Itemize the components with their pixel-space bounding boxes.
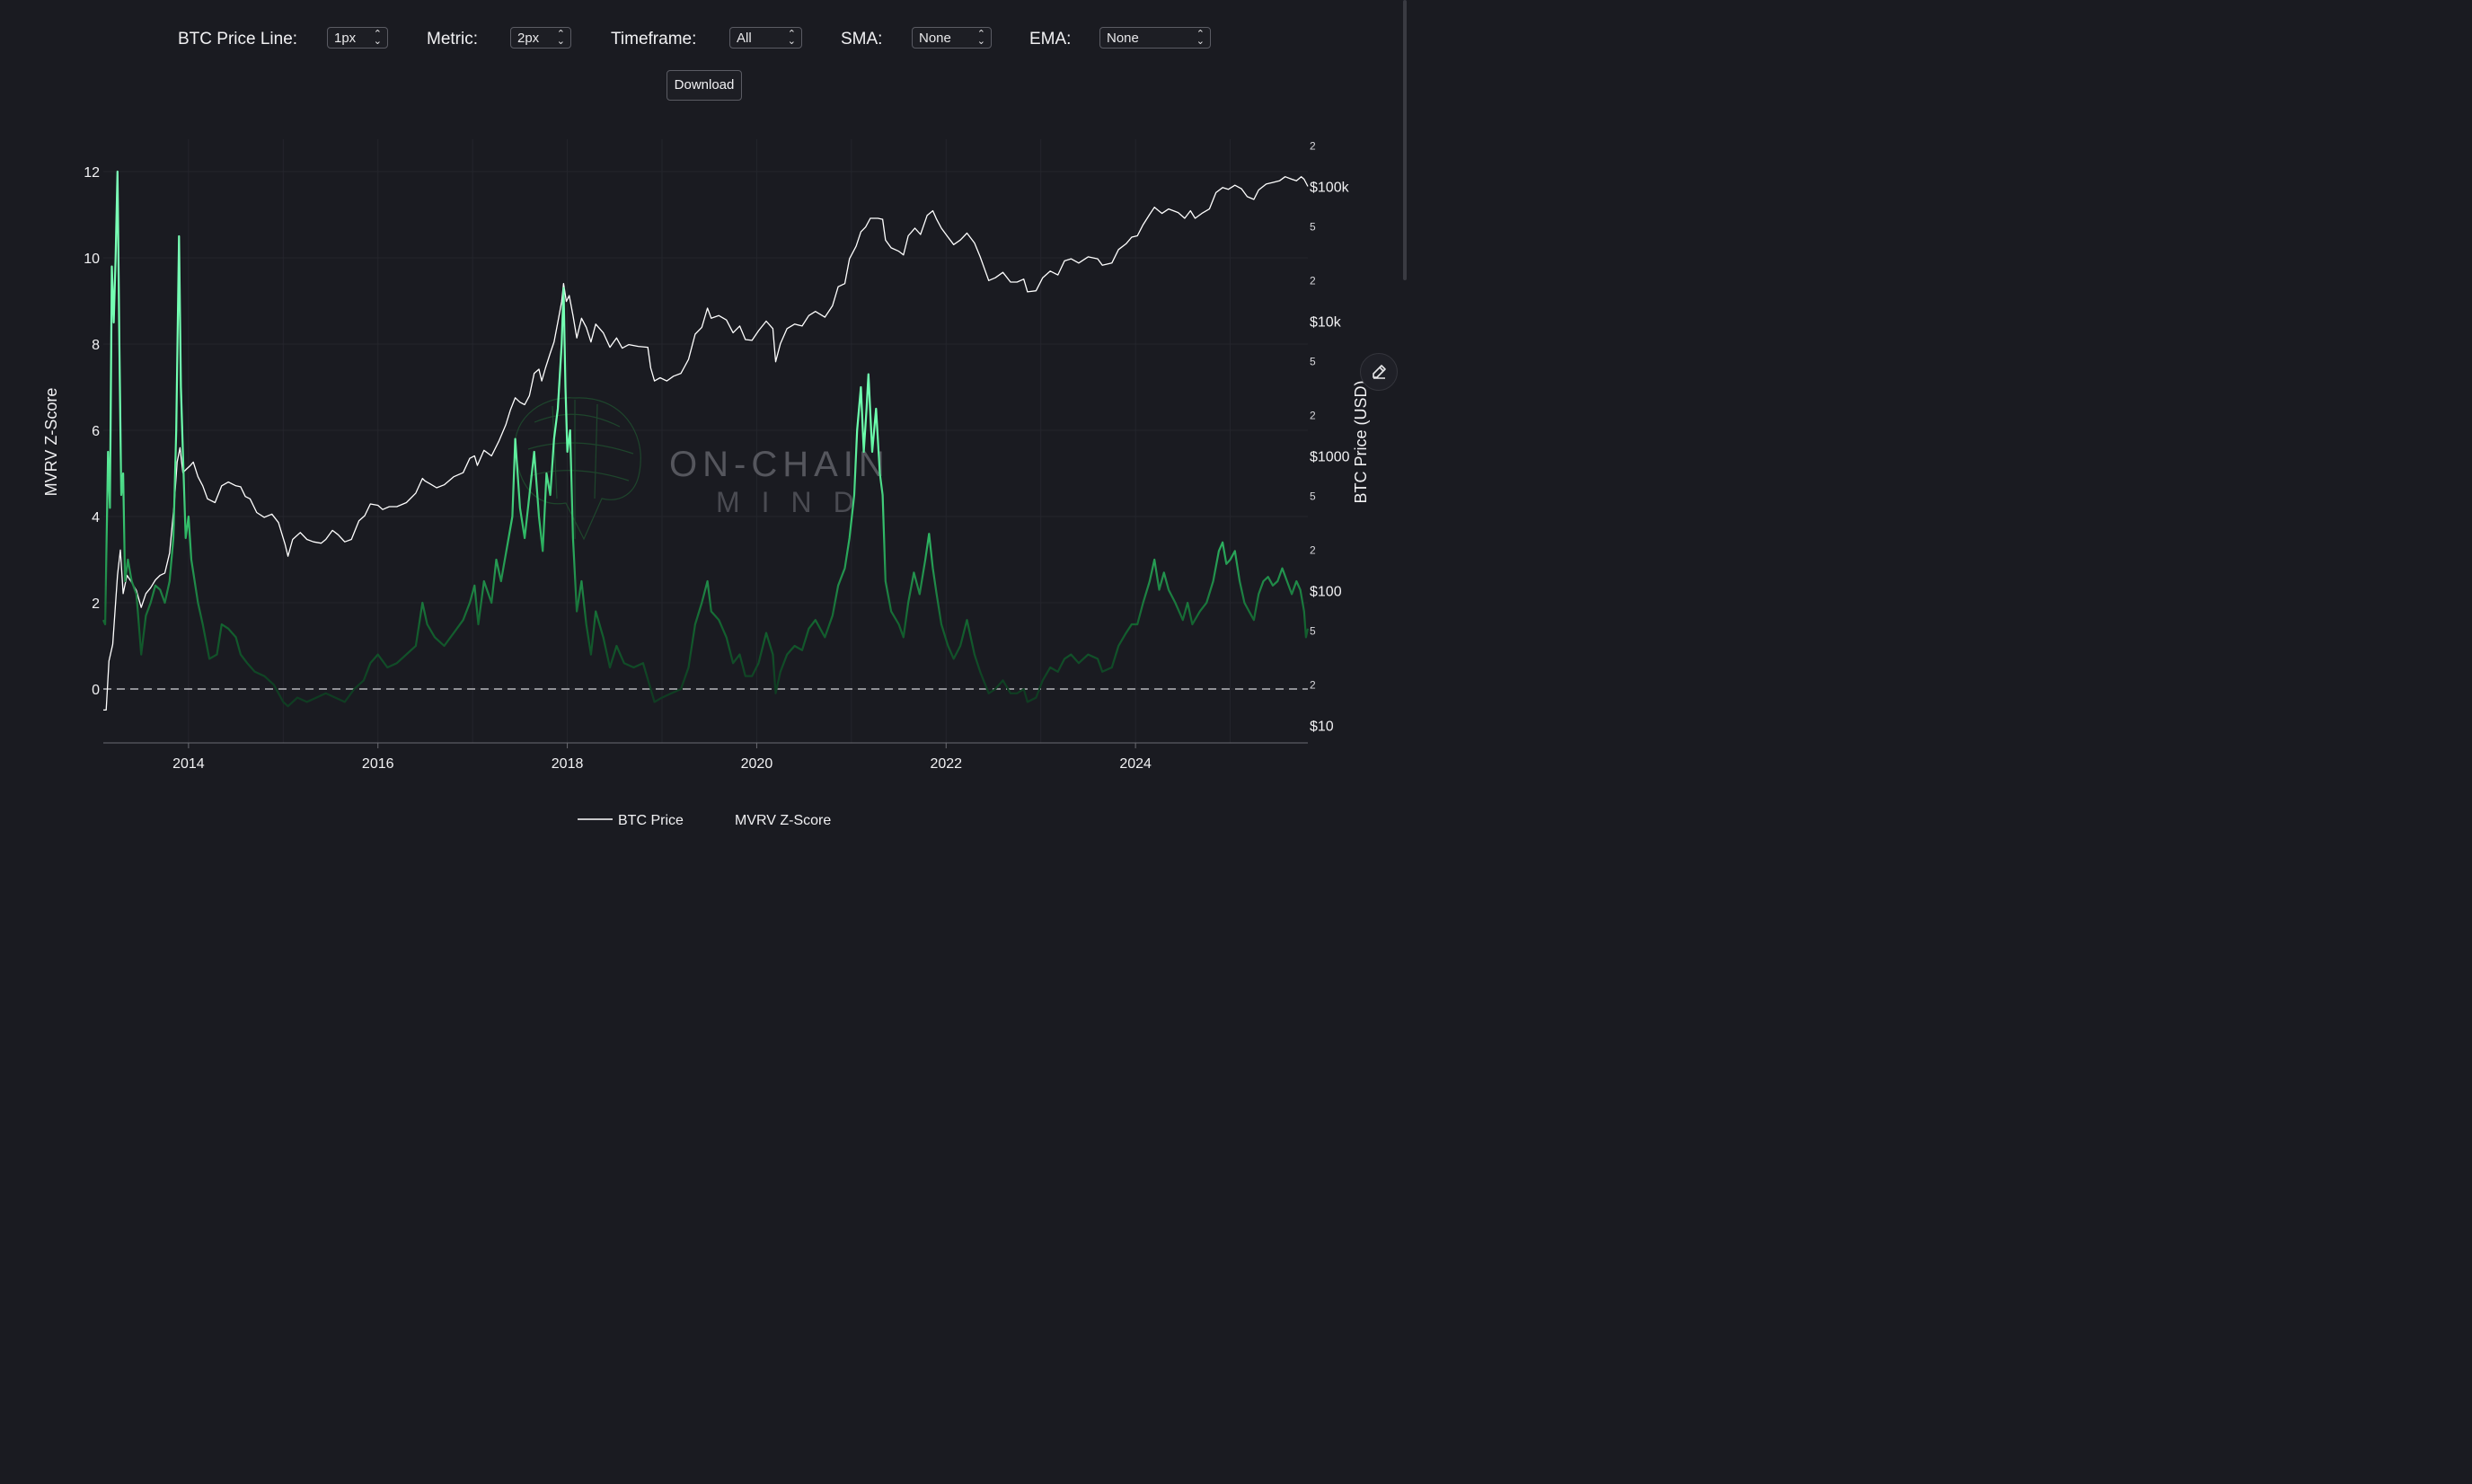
y-right-minor-tick-label: 2 (1310, 139, 1316, 152)
y-right-tick-label: $100k (1310, 181, 1350, 196)
y-right-tick-label: $100 (1310, 585, 1342, 600)
y-right-minor-tick-label: 5 (1310, 221, 1316, 234)
chevron-up-down-icon: ⌃ ⌄ (787, 29, 796, 47)
timeframe-select[interactable]: All ⌃ ⌄ (729, 27, 802, 49)
y-left-tick-label: 2 (92, 596, 100, 612)
download-button[interactable]: Download (667, 70, 742, 101)
y-left-tick-label: 6 (92, 424, 100, 439)
series-mvrv-zscore-line (102, 170, 1310, 708)
watermark: ON-CHAIN MIND (514, 397, 890, 541)
y-right-minor-tick-label: 2 (1310, 543, 1316, 556)
legend-mvrv-zscore[interactable]: MVRV Z-Score (735, 813, 831, 828)
legend-btc-price[interactable]: BTC Price (618, 813, 684, 828)
y-right-minor-tick-label: 2 (1310, 274, 1316, 287)
page-scrollbar[interactable] (1403, 0, 1407, 280)
y-right-tick-label: $10k (1310, 315, 1342, 331)
chevron-up-down-icon: ⌃ ⌄ (1196, 29, 1205, 47)
y-left-tick-label: 12 (84, 165, 100, 181)
chart-grid (103, 139, 1308, 743)
y-right-minor-tick-label: 5 (1310, 625, 1316, 638)
x-tick-label: 2020 (741, 756, 773, 772)
btc-price-line-select[interactable]: 1px ⌃ ⌄ (327, 27, 388, 49)
y-right-tick-label: $10 (1310, 720, 1334, 735)
btc-price-line-value: 1px (334, 31, 357, 46)
chevron-up-down-icon: ⌃ ⌄ (556, 29, 565, 47)
y-left-tick-label: 0 (92, 683, 100, 698)
brain-logo (514, 397, 641, 541)
sma-select[interactable]: None ⌃ ⌄ (912, 27, 992, 49)
y-left-tick-label: 10 (84, 252, 100, 267)
watermark-line1: ON-CHAIN (669, 445, 890, 484)
y-left-axis-title: MVRV Z-Score (42, 388, 60, 497)
watermark-line2: MIND (716, 486, 876, 518)
y-right-minor-tick-label: 5 (1310, 490, 1316, 503)
metric-label: Metric: (427, 30, 478, 49)
y-right-minor-tick-label: 5 (1310, 356, 1316, 368)
y-right-minor-tick-label: 2 (1310, 409, 1316, 421)
ema-select[interactable]: None ⌃ ⌄ (1099, 27, 1211, 49)
pencil-icon (1373, 365, 1386, 379)
y-right-axis-title: BTC Price (USD) (1352, 380, 1370, 503)
edit-button[interactable] (1360, 353, 1398, 391)
y-left-tick-label: 4 (92, 510, 100, 526)
y-right-minor-tick-label: 2 (1310, 678, 1316, 691)
metric-select[interactable]: 2px ⌃ ⌄ (510, 27, 571, 49)
series-btc-price-line (103, 176, 1309, 711)
chevron-up-down-icon: ⌃ ⌄ (373, 29, 382, 47)
x-tick-label: 2016 (362, 756, 394, 772)
x-tick-label: 2014 (172, 756, 205, 772)
mvrv-zscore-chart: ON-CHAIN MIND 2014 2016 2018 2020 2022 2024 0 2… (42, 139, 1370, 828)
sma-value: None (919, 31, 951, 46)
y-left-tick-label: 8 (92, 338, 100, 353)
x-tick-label: 2022 (930, 756, 962, 772)
metric-value: 2px (517, 31, 540, 46)
y-right-tick-label: $1000 (1310, 450, 1350, 465)
chart-legend: BTC Price MVRV Z-Score (578, 813, 831, 828)
chevron-up-down-icon: ⌃ ⌄ (976, 29, 985, 47)
x-tick-label: 2024 (1119, 756, 1152, 772)
ema-value: None (1107, 31, 1139, 46)
btc-price-line-label: BTC Price Line: (178, 30, 298, 49)
timeframe-label: Timeframe: (611, 30, 697, 49)
ema-label: EMA: (1029, 30, 1072, 49)
x-tick-label: 2018 (552, 756, 584, 772)
timeframe-value: All (737, 31, 752, 46)
chart-controls: BTC Price Line: 1px ⌃ ⌄ Metric: 2px ⌃ ⌄ Ti… (0, 25, 1408, 56)
sma-label: SMA: (841, 30, 883, 49)
